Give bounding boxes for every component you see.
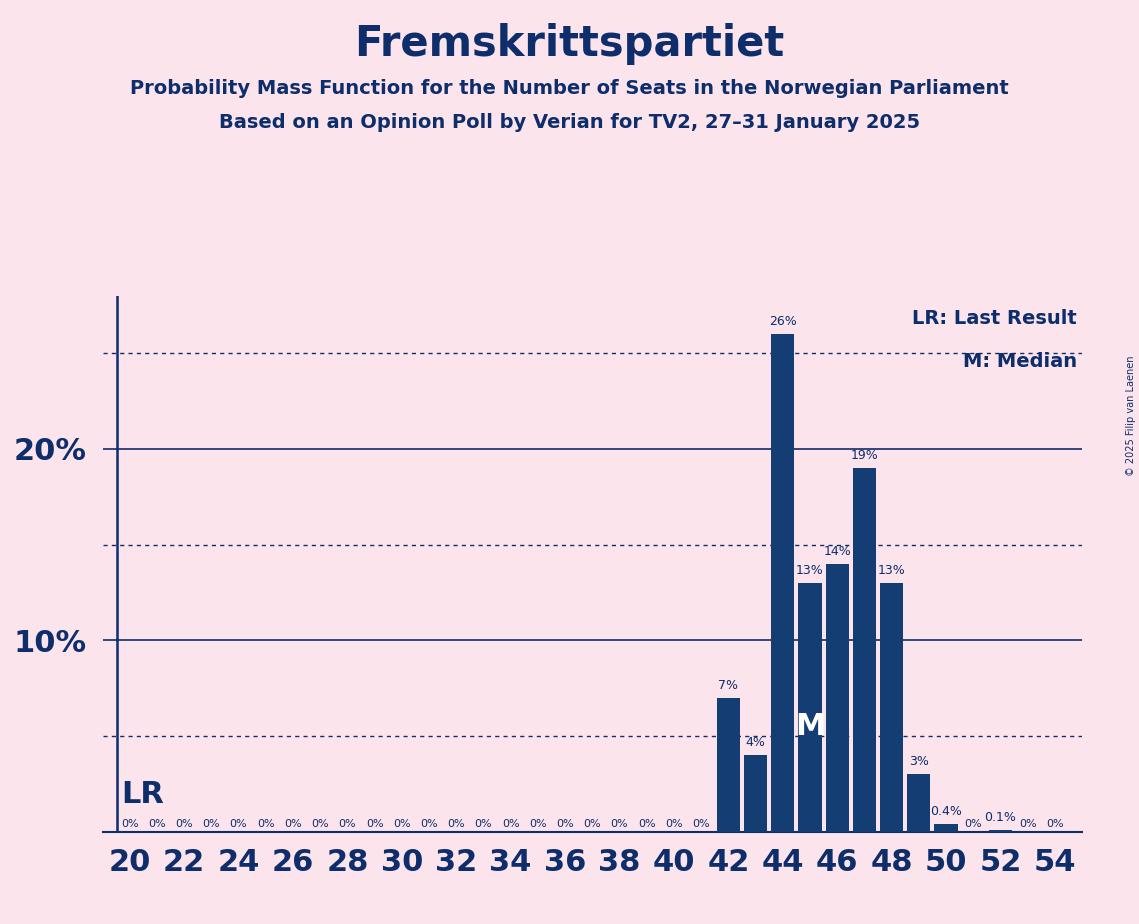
Text: 0%: 0%	[366, 820, 384, 830]
Bar	[989, 830, 1011, 832]
Text: 0%: 0%	[230, 820, 247, 830]
Text: Fremskrittspartiet: Fremskrittspartiet	[354, 23, 785, 65]
Text: 0%: 0%	[257, 820, 274, 830]
Text: Probability Mass Function for the Number of Seats in the Norwegian Parliament: Probability Mass Function for the Number…	[130, 79, 1009, 98]
Text: 3%: 3%	[909, 756, 928, 769]
Text: LR: LR	[122, 780, 164, 808]
Text: 0%: 0%	[284, 820, 302, 830]
Text: 4%: 4%	[746, 736, 765, 749]
Text: LR: Last Result: LR: Last Result	[912, 310, 1077, 328]
Text: 0.4%: 0.4%	[931, 805, 962, 819]
Text: 0%: 0%	[638, 820, 656, 830]
Bar	[908, 774, 931, 832]
Text: 0%: 0%	[556, 820, 574, 830]
Bar	[771, 334, 794, 832]
Text: 0%: 0%	[121, 820, 139, 830]
Text: 0%: 0%	[448, 820, 465, 830]
Text: 0%: 0%	[311, 820, 329, 830]
Text: Based on an Opinion Poll by Verian for TV2, 27–31 January 2025: Based on an Opinion Poll by Verian for T…	[219, 113, 920, 132]
Text: 0.1%: 0.1%	[984, 811, 1016, 824]
Text: 26%: 26%	[769, 315, 796, 328]
Text: 19%: 19%	[851, 449, 878, 462]
Text: 0%: 0%	[338, 820, 357, 830]
Text: 14%: 14%	[823, 545, 851, 558]
Text: M: M	[795, 711, 825, 741]
Text: 0%: 0%	[583, 820, 601, 830]
Text: © 2025 Filip van Laenen: © 2025 Filip van Laenen	[1126, 356, 1136, 476]
Text: 13%: 13%	[796, 564, 823, 577]
Text: 7%: 7%	[719, 679, 738, 692]
Text: 0%: 0%	[1018, 820, 1036, 830]
Text: 0%: 0%	[393, 820, 411, 830]
Text: 0%: 0%	[502, 820, 519, 830]
Text: 0%: 0%	[611, 820, 629, 830]
Text: 0%: 0%	[528, 820, 547, 830]
Bar	[826, 564, 849, 832]
Text: 0%: 0%	[203, 820, 220, 830]
Text: 0%: 0%	[665, 820, 682, 830]
Text: 0%: 0%	[965, 820, 982, 830]
Text: M: Median: M: Median	[964, 352, 1077, 371]
Bar	[744, 755, 767, 832]
Bar	[853, 468, 876, 832]
Bar	[934, 824, 958, 832]
Bar	[798, 583, 821, 832]
Text: 13%: 13%	[878, 564, 906, 577]
Text: 0%: 0%	[693, 820, 710, 830]
Text: 0%: 0%	[148, 820, 166, 830]
Bar	[880, 583, 903, 832]
Text: 0%: 0%	[475, 820, 492, 830]
Text: 0%: 0%	[420, 820, 437, 830]
Bar	[716, 698, 740, 832]
Text: 0%: 0%	[175, 820, 192, 830]
Text: 0%: 0%	[1046, 820, 1064, 830]
